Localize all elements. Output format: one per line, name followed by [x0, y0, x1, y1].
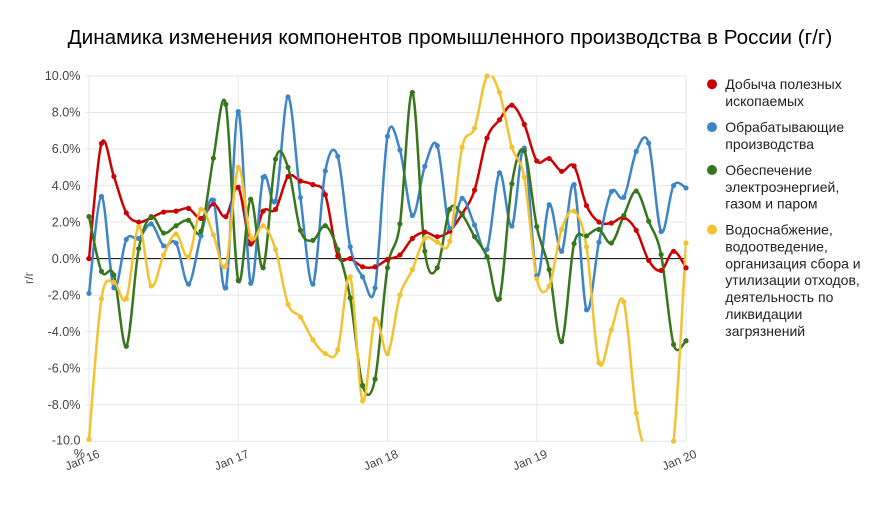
svg-text:-8.0%: -8.0% — [48, 398, 81, 412]
svg-text:организация сбора и: организация сбора и — [725, 255, 860, 271]
svg-text:-6.0%: -6.0% — [48, 361, 81, 375]
svg-text:10.0%: 10.0% — [45, 69, 81, 83]
svg-text:Обрабатывающие: Обрабатывающие — [725, 119, 844, 135]
svg-text:водоотведение,: водоотведение, — [725, 238, 828, 254]
svg-text:Добыча полезных: Добыча полезных — [725, 76, 841, 92]
svg-text:ископаемых: ископаемых — [725, 93, 804, 109]
svg-text:Обеспечение: Обеспечение — [725, 162, 812, 178]
svg-text:загрязнений: загрязнений — [725, 323, 805, 339]
svg-text:газом и паром: газом и паром — [725, 196, 817, 212]
svg-text:Динамика изменения компонентов: Динамика изменения компонентов промышлен… — [68, 26, 833, 49]
svg-text:утилизации отходов,: утилизации отходов, — [725, 272, 859, 288]
svg-text:4.0%: 4.0% — [52, 179, 81, 193]
svg-text:производства: производства — [725, 136, 814, 152]
svg-text:Водоснабжение,: Водоснабжение, — [725, 222, 833, 238]
svg-text:0.0%: 0.0% — [52, 252, 81, 266]
svg-text:8.0%: 8.0% — [52, 106, 81, 120]
svg-text:электроэнергией,: электроэнергией, — [725, 179, 839, 195]
svg-text:-10.0: -10.0 — [52, 434, 81, 448]
svg-text:%: % — [74, 447, 85, 461]
svg-text:деятельность по: деятельность по — [725, 289, 833, 305]
svg-text:г/г: г/г — [22, 271, 36, 284]
svg-text:-4.0%: -4.0% — [48, 325, 81, 339]
svg-text:-2.0%: -2.0% — [48, 288, 81, 302]
svg-text:2.0%: 2.0% — [52, 215, 81, 229]
svg-text:ликвидации: ликвидации — [725, 306, 802, 322]
svg-text:6.0%: 6.0% — [52, 142, 81, 156]
